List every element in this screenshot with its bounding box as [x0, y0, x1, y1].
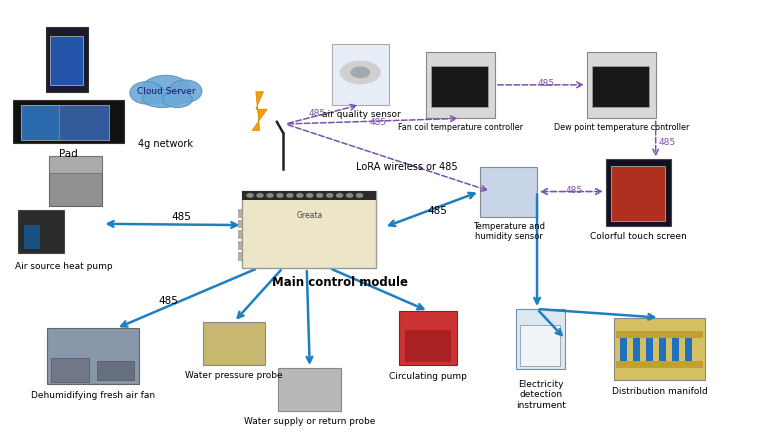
- Text: Dehumidifying fresh air fan: Dehumidifying fresh air fan: [31, 391, 155, 400]
- FancyBboxPatch shape: [48, 328, 139, 384]
- Text: Pad: Pad: [59, 149, 78, 158]
- FancyBboxPatch shape: [13, 100, 124, 143]
- Circle shape: [296, 194, 303, 197]
- Text: Greata: Greata: [296, 211, 323, 220]
- Text: 485: 485: [538, 79, 554, 88]
- FancyBboxPatch shape: [515, 309, 565, 369]
- Text: 485: 485: [308, 109, 325, 118]
- FancyBboxPatch shape: [49, 156, 102, 206]
- FancyBboxPatch shape: [332, 45, 389, 105]
- FancyBboxPatch shape: [49, 156, 102, 174]
- Text: 4g network: 4g network: [138, 139, 194, 149]
- FancyBboxPatch shape: [18, 210, 65, 253]
- Circle shape: [326, 194, 333, 197]
- Text: Colorful touch screen: Colorful touch screen: [591, 233, 687, 242]
- Text: 485: 485: [171, 212, 191, 222]
- FancyBboxPatch shape: [238, 241, 243, 249]
- FancyBboxPatch shape: [21, 105, 108, 140]
- FancyBboxPatch shape: [432, 66, 488, 107]
- Circle shape: [356, 194, 362, 197]
- FancyBboxPatch shape: [426, 52, 495, 118]
- FancyBboxPatch shape: [405, 330, 451, 362]
- Circle shape: [247, 194, 253, 197]
- Text: Fan coil temperature controller: Fan coil temperature controller: [398, 123, 523, 132]
- Circle shape: [340, 61, 380, 84]
- FancyBboxPatch shape: [203, 322, 266, 365]
- Text: Water supply or return probe: Water supply or return probe: [244, 417, 376, 427]
- Text: 485: 485: [428, 206, 448, 216]
- FancyBboxPatch shape: [243, 191, 376, 200]
- FancyBboxPatch shape: [279, 368, 341, 411]
- Ellipse shape: [168, 80, 202, 103]
- Circle shape: [306, 194, 313, 197]
- FancyBboxPatch shape: [51, 36, 83, 85]
- FancyBboxPatch shape: [606, 159, 671, 226]
- FancyBboxPatch shape: [51, 359, 89, 382]
- Text: Temperature and
humidity sensor: Temperature and humidity sensor: [473, 222, 545, 242]
- Text: 485: 485: [659, 138, 676, 147]
- Circle shape: [346, 194, 353, 197]
- Ellipse shape: [142, 75, 190, 104]
- FancyBboxPatch shape: [614, 317, 705, 380]
- Circle shape: [316, 194, 323, 197]
- Text: Air source heat pump: Air source heat pump: [15, 262, 113, 271]
- Ellipse shape: [142, 90, 183, 107]
- Text: Electricity
detection
instrument: Electricity detection instrument: [516, 380, 566, 410]
- FancyBboxPatch shape: [238, 252, 243, 259]
- FancyBboxPatch shape: [616, 362, 703, 368]
- Circle shape: [277, 194, 283, 197]
- FancyBboxPatch shape: [399, 311, 457, 365]
- FancyBboxPatch shape: [611, 166, 665, 221]
- Ellipse shape: [162, 91, 192, 107]
- FancyBboxPatch shape: [616, 331, 703, 338]
- FancyBboxPatch shape: [25, 225, 40, 249]
- FancyBboxPatch shape: [587, 52, 656, 118]
- FancyBboxPatch shape: [620, 330, 627, 365]
- Text: Main control module: Main control module: [272, 276, 408, 289]
- FancyBboxPatch shape: [238, 230, 243, 238]
- FancyBboxPatch shape: [646, 330, 654, 365]
- Text: LoRA wireless or 485: LoRA wireless or 485: [356, 162, 458, 172]
- FancyBboxPatch shape: [480, 167, 537, 216]
- FancyBboxPatch shape: [59, 105, 108, 140]
- FancyBboxPatch shape: [685, 330, 693, 365]
- FancyBboxPatch shape: [238, 220, 243, 227]
- Circle shape: [351, 67, 369, 78]
- Text: Circulating pump: Circulating pump: [389, 372, 467, 381]
- Circle shape: [257, 194, 263, 197]
- Ellipse shape: [130, 81, 164, 104]
- Text: Water pressure probe: Water pressure probe: [185, 371, 283, 379]
- Text: air quality sensor: air quality sensor: [322, 110, 400, 119]
- FancyBboxPatch shape: [672, 330, 680, 365]
- Text: 485: 485: [369, 117, 386, 126]
- FancyBboxPatch shape: [46, 27, 88, 92]
- Text: 485: 485: [158, 296, 178, 306]
- FancyBboxPatch shape: [238, 209, 243, 216]
- Polygon shape: [252, 92, 267, 130]
- FancyBboxPatch shape: [659, 330, 667, 365]
- Text: Distribution manifold: Distribution manifold: [611, 387, 707, 396]
- FancyBboxPatch shape: [97, 361, 134, 380]
- FancyBboxPatch shape: [633, 330, 641, 365]
- FancyBboxPatch shape: [243, 191, 376, 268]
- Circle shape: [267, 194, 273, 197]
- FancyBboxPatch shape: [520, 325, 560, 366]
- Text: Cloud Server: Cloud Server: [137, 87, 195, 96]
- Text: Dew point temperature controller: Dew point temperature controller: [554, 123, 689, 132]
- Circle shape: [286, 194, 293, 197]
- FancyBboxPatch shape: [592, 66, 649, 107]
- Text: 485: 485: [565, 185, 582, 194]
- Circle shape: [336, 194, 343, 197]
